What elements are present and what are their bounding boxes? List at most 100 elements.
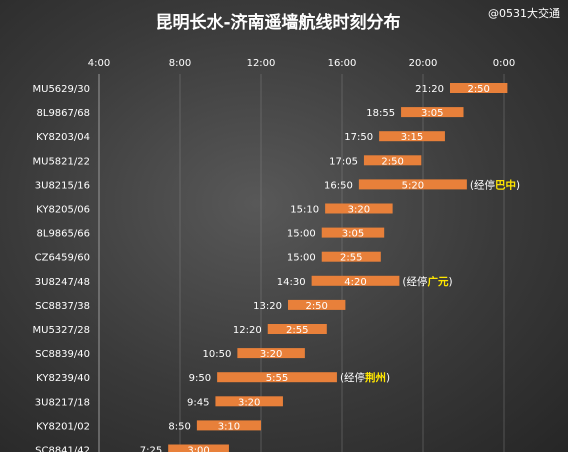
flight-bar <box>267 324 327 334</box>
flight-bar <box>288 299 346 310</box>
flight-row: 3U8247/48 14:30 4:20 (经停广元) <box>35 275 453 288</box>
flight-number-label: SC8839/40 <box>35 349 90 360</box>
duration-label: 2:55 <box>286 325 308 336</box>
departure-time-label: 9:45 <box>187 397 209 408</box>
stopover-city: 荆州 <box>365 371 386 384</box>
flight-number-label: KY8239/40 <box>36 373 90 384</box>
flight-row: KY8201/02 8:50 3:10 <box>36 420 261 432</box>
duration-label: 3:20 <box>348 205 370 216</box>
flight-row: MU5629/30 21:20 2:50 <box>33 83 508 95</box>
x-tick-label: 12:00 <box>247 58 276 69</box>
x-tick-label: 8:00 <box>169 58 191 69</box>
duration-label: 3:20 <box>260 349 282 360</box>
departure-time-label: 10:50 <box>203 349 232 360</box>
x-tick-label: 4:00 <box>88 58 110 69</box>
flight-bar <box>217 372 337 383</box>
flight-bar <box>358 179 467 190</box>
duration-label: 2:50 <box>467 84 489 95</box>
departure-time-label: 15:00 <box>287 229 316 240</box>
duration-label: 3:20 <box>238 397 260 408</box>
departure-time-label: 12:20 <box>233 325 262 336</box>
stopover-city: 广元 <box>427 275 448 288</box>
duration-label: 2:50 <box>381 156 403 167</box>
departure-time-label: 16:50 <box>324 180 353 191</box>
flight-number-label: 8L9867/68 <box>37 108 90 119</box>
flight-bar <box>237 348 305 359</box>
duration-label: 5:55 <box>266 373 288 384</box>
flight-bar <box>215 396 283 407</box>
departure-time-label: 13:20 <box>253 301 282 312</box>
flight-bar <box>363 155 422 166</box>
chart-title: 昆明长水-济南遥墙航线时刻分布 <box>155 12 400 33</box>
flight-bar <box>401 107 464 118</box>
flight-number-label: SC8837/38 <box>35 301 90 312</box>
duration-label: 4:20 <box>344 277 366 288</box>
flight-number-label: 3U8215/16 <box>35 180 90 191</box>
flight-bar <box>321 251 381 262</box>
departure-time-label: 15:10 <box>290 205 319 216</box>
stopover-note: (经停巴中) <box>470 178 520 191</box>
departure-time-label: 7:25 <box>140 446 162 452</box>
flight-bar <box>325 203 393 214</box>
flight-number-label: 3U8217/18 <box>35 397 90 408</box>
flight-number-label: SC8841/42 <box>35 446 90 452</box>
departure-time-label: 14:30 <box>277 277 306 288</box>
duration-label: 2:50 <box>305 301 327 312</box>
stopover-prefix: (经停 <box>340 371 365 384</box>
x-tick-label: 16:00 <box>328 58 357 69</box>
x-axis-ticks: 4:00 8:00 12:00 16:00 20:00 0:00 <box>88 58 515 69</box>
departure-time-label: 21:20 <box>415 84 444 95</box>
flight-number-label: KY8203/04 <box>36 132 90 143</box>
flight-rows: MU5629/30 21:20 2:50 8L9867/68 18:55 3:05 KY82… <box>33 83 520 452</box>
stopover-city: 巴中 <box>495 178 516 191</box>
flight-number-label: MU5629/30 <box>33 84 91 95</box>
flight-bar <box>168 444 229 452</box>
flight-number-label: KY8201/02 <box>36 421 90 432</box>
flight-number-label: CZ6459/60 <box>35 253 90 264</box>
flight-number-label: MU5327/28 <box>33 325 91 336</box>
watermark: @0531大交通 <box>488 6 560 20</box>
stopover-prefix: (经停 <box>402 275 427 288</box>
flight-row: SC8837/38 13:20 2:50 <box>35 299 346 312</box>
departure-time-label: 15:00 <box>287 253 316 264</box>
flight-bar <box>321 227 385 238</box>
flight-row: MU5327/28 12:20 2:55 <box>33 324 327 336</box>
x-tick-label: 20:00 <box>409 58 438 69</box>
stopover-suffix: ) <box>448 276 452 288</box>
flight-number-label: MU5821/22 <box>33 156 91 167</box>
flight-number-label: 8L9865/66 <box>37 229 90 240</box>
flight-row: 3U8215/16 16:50 5:20 (经停巴中) <box>35 178 520 191</box>
duration-label: 5:20 <box>402 180 424 191</box>
departure-time-label: 17:50 <box>344 132 373 143</box>
flight-row: 8L9867/68 18:55 3:05 <box>37 107 464 119</box>
flight-row: 3U8217/18 9:45 3:20 <box>35 396 283 408</box>
flight-bar <box>379 131 445 142</box>
flight-row: KY8239/40 9:50 5:55 (经停荆州) <box>36 371 390 384</box>
flight-row: CZ6459/60 15:00 2:55 <box>35 251 381 264</box>
duration-label: 2:55 <box>340 253 362 264</box>
stopover-suffix: ) <box>516 179 520 191</box>
flight-row: 8L9865/66 15:00 3:05 <box>37 227 385 240</box>
departure-time-label: 9:50 <box>189 373 211 384</box>
duration-label: 3:00 <box>187 446 209 452</box>
flight-row: MU5821/22 17:05 2:50 <box>33 155 422 167</box>
duration-label: 3:10 <box>218 421 240 432</box>
departure-time-label: 18:55 <box>366 108 395 119</box>
duration-label: 3:05 <box>342 229 364 240</box>
flight-row: SC8841/42 7:25 3:00 <box>35 444 229 452</box>
flight-row: SC8839/40 10:50 3:20 <box>35 348 305 360</box>
flight-number-label: 3U8247/48 <box>35 277 90 288</box>
stopover-prefix: (经停 <box>470 178 495 191</box>
departure-time-label: 17:05 <box>329 156 358 167</box>
stopover-suffix: ) <box>386 372 390 384</box>
flight-bar <box>311 275 400 286</box>
x-tick-label: 0:00 <box>493 58 515 69</box>
flight-row: KY8203/04 17:50 3:15 <box>36 131 445 143</box>
duration-label: 3:05 <box>421 108 443 119</box>
flight-row: KY8205/06 15:10 3:20 <box>36 203 393 216</box>
departure-time-label: 8:50 <box>168 421 190 432</box>
flight-bar <box>196 420 261 431</box>
flight-bar <box>450 83 508 93</box>
stopover-note: (经停荆州) <box>340 371 390 384</box>
